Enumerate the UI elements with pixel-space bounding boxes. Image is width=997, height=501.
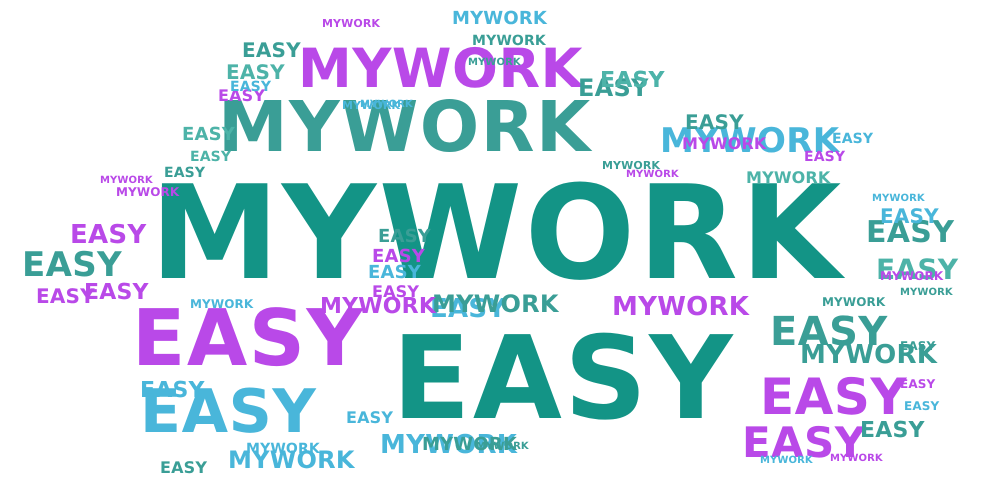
word-easy-34: EASY [378, 226, 431, 247]
word-mywork-66: MYWORK [830, 453, 883, 464]
word-mywork-0: MYWORK [150, 157, 844, 309]
word-mywork-49: MYWORK [452, 8, 547, 29]
word-easy-41: EASY [164, 165, 206, 181]
word-mywork-60: MYWORK [322, 17, 381, 30]
word-mywork-17: MYWORK [380, 430, 518, 460]
word-mywork-65: MYWORK [360, 99, 413, 110]
word-mywork-54: MYWORK [116, 185, 180, 199]
word-easy-8: EASY [742, 418, 866, 467]
word-easy-32: EASY [372, 246, 425, 267]
word-mywork-63: MYWORK [626, 169, 679, 180]
word-easy-42: EASY [190, 149, 232, 165]
word-easy-40: EASY [230, 79, 272, 95]
word-easy-16: EASY [70, 220, 147, 250]
word-easy-3: EASY [132, 294, 365, 384]
word-mywork-55: MYWORK [822, 295, 886, 309]
word-easy-38: EASY [160, 458, 208, 477]
word-easy-29: EASY [226, 60, 285, 84]
word-easy-44: EASY [832, 131, 874, 147]
word-easy-6: EASY [760, 368, 908, 426]
word-easy-33: EASY [368, 262, 421, 283]
word-easy-31: EASY [242, 38, 301, 62]
word-easy-12: EASY [866, 215, 955, 250]
word-mywork-56: MYWORK [190, 297, 254, 311]
word-mywork-58: MYWORK [602, 159, 661, 172]
word-easy-7: EASY [770, 309, 888, 355]
word-mywork-53: MYWORK [246, 441, 320, 457]
word-easy-43: EASY [804, 149, 846, 165]
word-easy-26: EASY [140, 378, 205, 403]
word-easy-45: EASY [900, 339, 936, 353]
word-easy-27: EASY [860, 418, 925, 443]
word-mywork-62: MYWORK [872, 193, 925, 204]
word-easy-39: EASY [218, 86, 266, 105]
word-easy-15: EASY [22, 245, 123, 285]
word-mywork-11: MYWORK [800, 340, 938, 370]
word-mywork-52: MYWORK [472, 33, 546, 49]
word-mywork-48: MYWORK [422, 434, 517, 455]
word-mywork-50: MYWORK [682, 134, 767, 153]
word-easy-24: EASY [685, 110, 744, 134]
word-mywork-2: MYWORK [218, 86, 592, 168]
word-mywork-19: MYWORK [432, 290, 559, 318]
word-mywork-20: MYWORK [320, 294, 437, 319]
word-easy-4: EASY [140, 377, 317, 447]
word-easy-30: EASY [880, 204, 939, 228]
word-mywork-10: MYWORK [612, 292, 750, 322]
word-mywork-57: MYWORK [880, 269, 944, 283]
word-mywork-51: MYWORK [746, 168, 831, 187]
word-easy-14: EASY [430, 294, 507, 324]
word-mywork-18: MYWORK [228, 446, 355, 474]
word-mywork-61: MYWORK [900, 287, 953, 298]
word-easy-1: EASY [392, 312, 735, 446]
word-mywork-67: MYWORK [476, 441, 529, 452]
word-easy-46: EASY [900, 377, 936, 391]
word-easy-47: EASY [904, 399, 940, 413]
word-easy-22: EASY [578, 74, 649, 102]
word-easy-36: EASY [372, 282, 420, 301]
word-mywork-68: MYWORK [760, 455, 813, 466]
word-easy-13: EASY [876, 253, 959, 286]
word-easy-37: EASY [346, 408, 394, 427]
word-mywork-59: MYWORK [342, 99, 401, 112]
word-easy-21: EASY [600, 68, 665, 93]
word-mywork-64: MYWORK [468, 57, 521, 68]
word-mywork-69: MYWORK [100, 175, 153, 186]
word-mywork-5: MYWORK [298, 37, 583, 100]
word-mywork-9: MYWORK [660, 121, 840, 161]
word-easy-35: EASY [182, 124, 235, 145]
word-easy-25: EASY [84, 280, 149, 305]
word-easy-28: EASY [36, 284, 95, 308]
word-easy-23: EASY [600, 68, 665, 93]
